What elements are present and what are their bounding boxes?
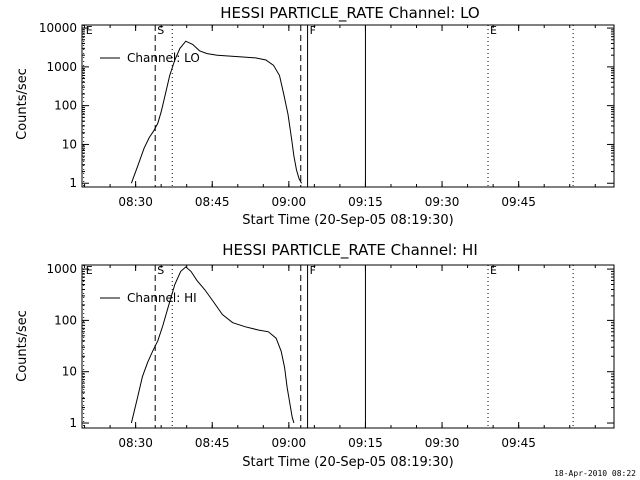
plot-frame (81, 264, 615, 429)
event-marker-label: S (157, 264, 164, 277)
y-tick-label: 1000 (46, 262, 77, 276)
y-tick-label: 10 (62, 365, 77, 379)
data-line (130, 40, 303, 184)
chart-title: HESSI PARTICLE_RATE Channel: HI (222, 241, 478, 260)
y-axis-label: Counts/sec (15, 310, 30, 382)
x-axis-label: Start Time (20-Sep-05 08:19:30) (242, 455, 453, 470)
legend: Channel: LO (100, 51, 200, 65)
x-tick-label: 08:30 (118, 436, 153, 450)
legend: Channel: HI (100, 291, 197, 305)
event-marker-label: S (157, 24, 164, 37)
panel-hi: HESSI PARTICLE_RATE Channel: HI Counts/s… (15, 241, 615, 470)
footer-timestamp: 18-Apr-2010 08:22 (554, 469, 636, 478)
event-marker-label: E (86, 264, 93, 277)
x-tick-label: 08:45 (195, 436, 230, 450)
event-marker-label: E (490, 264, 497, 277)
x-axis-label: Start Time (20-Sep-05 08:19:30) (242, 213, 453, 228)
y-axis-label: Counts/sec (15, 68, 30, 140)
x-tick-label: 08:45 (195, 195, 230, 209)
x-tick-label: 09:00 (272, 195, 307, 209)
y-tick-label: 1 (69, 416, 77, 430)
x-tick-label: 09:30 (425, 436, 460, 450)
y-tick-label: 100 (54, 99, 77, 113)
y-tick-label: 10000 (39, 21, 77, 35)
plot-frame (81, 24, 615, 188)
y-tick-label: 1000 (46, 60, 77, 74)
x-tick-label: 08:30 (118, 195, 153, 209)
y-tick-label: 100 (54, 313, 77, 327)
x-tick-label: 09:45 (501, 436, 536, 450)
chart-title: HESSI PARTICLE_RATE Channel: LO (220, 4, 479, 23)
panel-lo: HESSI PARTICLE_RATE Channel: LO Counts/s… (15, 4, 615, 228)
y-tick-label: 1 (69, 176, 77, 190)
event-marker-label: E (490, 24, 497, 37)
x-tick-label: 09:15 (348, 436, 383, 450)
y-tick-label: 10 (62, 137, 77, 151)
data-line (130, 266, 295, 424)
event-marker-label: F (310, 24, 316, 37)
legend-label: Channel: HI (127, 291, 197, 305)
x-tick-label: 09:30 (425, 195, 460, 209)
event-marker-label: F (310, 264, 316, 277)
event-marker-label: E (86, 24, 93, 37)
x-tick-label: 09:00 (272, 436, 307, 450)
x-tick-label: 09:15 (348, 195, 383, 209)
x-tick-label: 09:45 (501, 195, 536, 209)
legend-label: Channel: LO (127, 51, 200, 65)
